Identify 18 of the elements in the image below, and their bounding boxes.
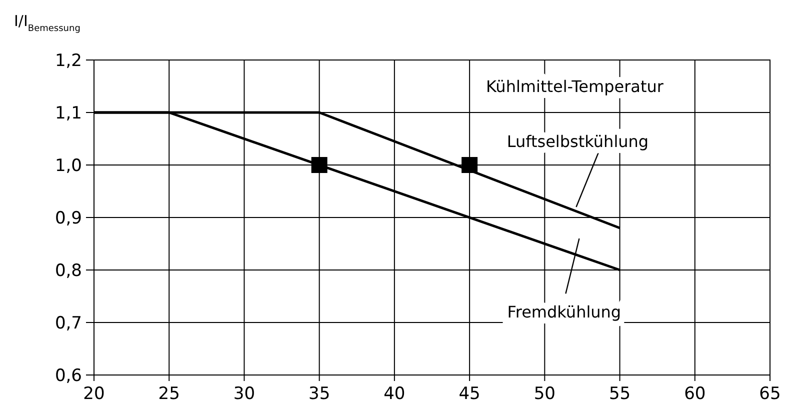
x-tick-label: 60 [684,384,706,404]
x-tick-label: 35 [308,384,330,404]
x-tick-label: 50 [534,384,556,404]
y-tick-label: 1,0 [54,156,82,176]
y-tick-label: 0,8 [54,260,82,281]
y-tick-label: 1,2 [54,50,82,71]
y-tick-label: 1,1 [54,103,82,124]
x-tick-label: 25 [158,384,180,404]
x-tick-label: 65 [759,384,781,404]
x-tick-label: 55 [608,384,631,404]
y-tick-label: 0,7 [54,313,82,334]
y-axis-title: I/I$_{Bemessung}$ [14,12,80,34]
y-tick-label: 0,9 [54,208,82,228]
x-tick-label: 45 [458,384,480,404]
x-tick-label: 20 [83,384,105,404]
y-tick-label: 0,6 [54,366,82,386]
x-tick-label: 30 [233,384,256,404]
x-tick-label: 40 [384,384,406,404]
